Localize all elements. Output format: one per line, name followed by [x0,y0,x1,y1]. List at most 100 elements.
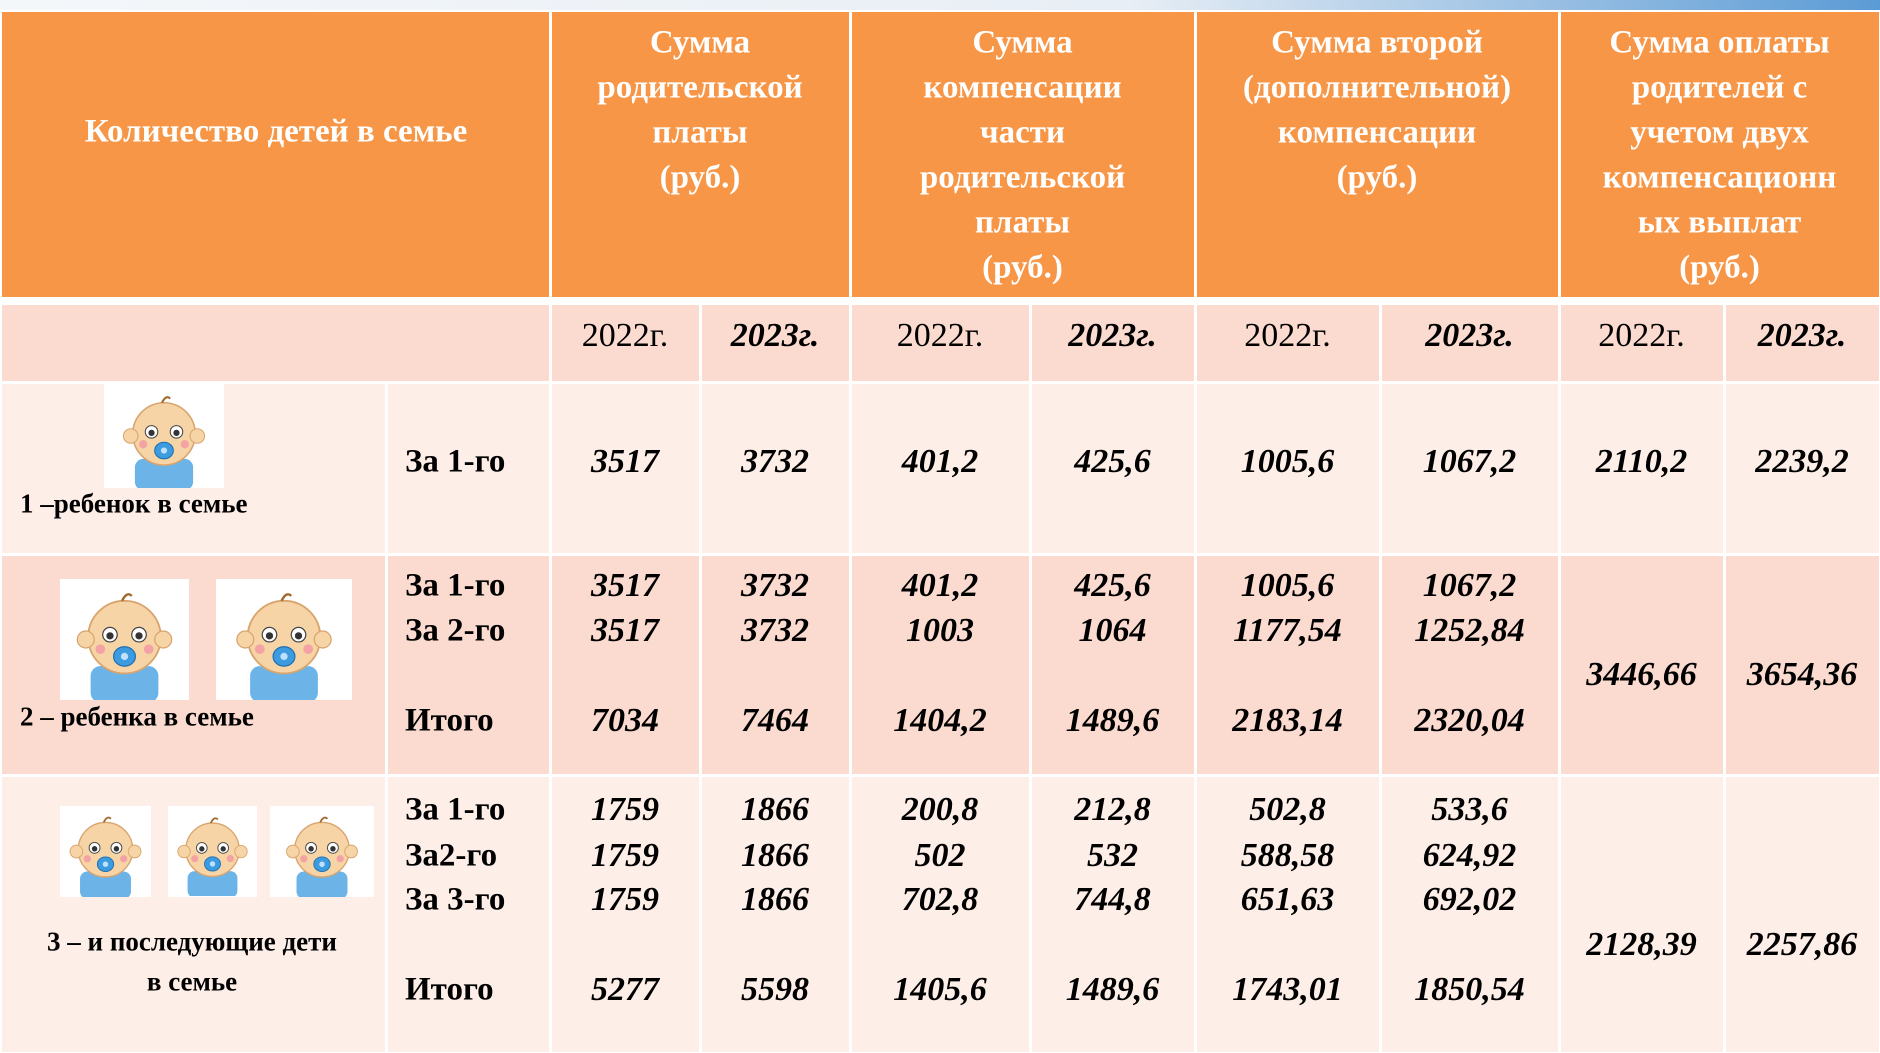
cell [551,304,699,381]
cell [1381,776,1558,1052]
cell [851,776,1029,1052]
value: 3517 [591,443,659,480]
value: 1404,2 [893,702,987,739]
line-name: За 1-го [405,443,506,480]
baby-icon [168,806,257,897]
value: 5277 [591,971,659,1008]
row-label: 2 – ребенка в семье [20,701,254,732]
header-group-line: родительской [919,159,1126,196]
header-group-line: части [980,114,1065,151]
cell [387,383,549,553]
value: 692,02 [1422,881,1517,918]
cell [1381,304,1558,381]
value: 1177,54 [1233,612,1342,649]
baby-icon [216,579,352,700]
value: 2183,14 [1232,702,1343,739]
value: 3517 [591,612,659,649]
cell [551,555,699,774]
baby-icon [104,384,224,488]
cell [701,304,849,381]
cell [1560,11,1879,297]
cell [1381,383,1558,553]
cell [1725,555,1879,774]
cell [551,11,849,297]
cell [701,383,849,553]
cell [851,11,1194,297]
value: 1759 [591,881,659,918]
value: 1003 [906,612,974,649]
header-group-line: платы [652,114,748,151]
header-title: Количество детей в семье [84,113,468,150]
value: 2320,04 [1414,702,1525,739]
value: 3732 [741,443,809,480]
header-group-line: Сумма второй [1271,24,1483,61]
cell [1,304,549,381]
header-group-line: компенсационн [1602,159,1837,196]
value: 702,8 [901,881,979,918]
total: 3654,36 [1746,656,1858,693]
cell [387,555,549,774]
header-group-line: Сумма [972,24,1073,61]
row-label: в семье [146,966,238,997]
value: 212,8 [1074,791,1151,828]
value: 533,6 [1431,791,1508,828]
value: 744,8 [1074,881,1151,918]
cell [701,555,849,774]
value: 3517 [591,567,659,604]
header-group-line: родителей с [1631,69,1808,106]
value: 502 [914,837,966,874]
value: 3732 [741,612,809,649]
cell [1560,776,1723,1052]
line-name: За 2-го [405,612,506,649]
year: 2023г. [1757,317,1847,354]
cell [1031,383,1194,553]
header-group-line: ых выплат [1637,204,1802,241]
value: 1252,84 [1414,612,1525,649]
cell [1725,383,1879,553]
value: 5598 [741,971,809,1008]
baby-icon [60,806,151,897]
cell [551,383,699,553]
year: 2022г. [1598,317,1685,354]
value: 1405,6 [893,971,987,1008]
header-group-line: (руб.) [982,249,1063,286]
cell [1196,383,1379,553]
line-name: За 3-го [405,881,506,918]
cell [1,11,549,297]
total: 2128,39 [1586,926,1697,963]
header-group-line: платы [974,204,1071,241]
year: 2022г. [896,317,984,354]
baby-icon [270,806,374,897]
value: 3732 [741,567,809,604]
header-group-line: Сумма [649,24,751,61]
total: 2257,86 [1746,926,1858,963]
cell [851,383,1029,553]
value: 532 [1087,837,1138,874]
header-group-line: компенсации [923,69,1122,106]
value: 502,8 [1249,791,1326,828]
value: 7034 [591,702,659,739]
line-name: Итого [405,971,494,1008]
year: 2022г. [1244,317,1331,354]
total: 3446,66 [1586,656,1697,693]
value: 1067,2 [1422,567,1517,604]
value: 1759 [591,837,659,874]
year: 2022г. [581,317,669,354]
header-group-line: (руб.) [1336,159,1418,196]
value: 1005,6 [1240,567,1335,604]
cell [1725,776,1879,1052]
cell [851,555,1029,774]
value: 1064 [1078,612,1147,649]
value: 1866 [741,881,809,918]
value: 1850,54 [1414,971,1525,1008]
value: 7464 [741,702,809,739]
value: 1005,6 [1240,443,1335,480]
line-name: За 1-го [405,567,506,604]
year: 2023г. [1068,317,1157,354]
cell [1196,11,1558,297]
value: 425,6 [1074,443,1151,480]
cell [851,304,1029,381]
header-group-line: Сумма оплаты [1609,24,1830,61]
cell [387,776,549,1052]
